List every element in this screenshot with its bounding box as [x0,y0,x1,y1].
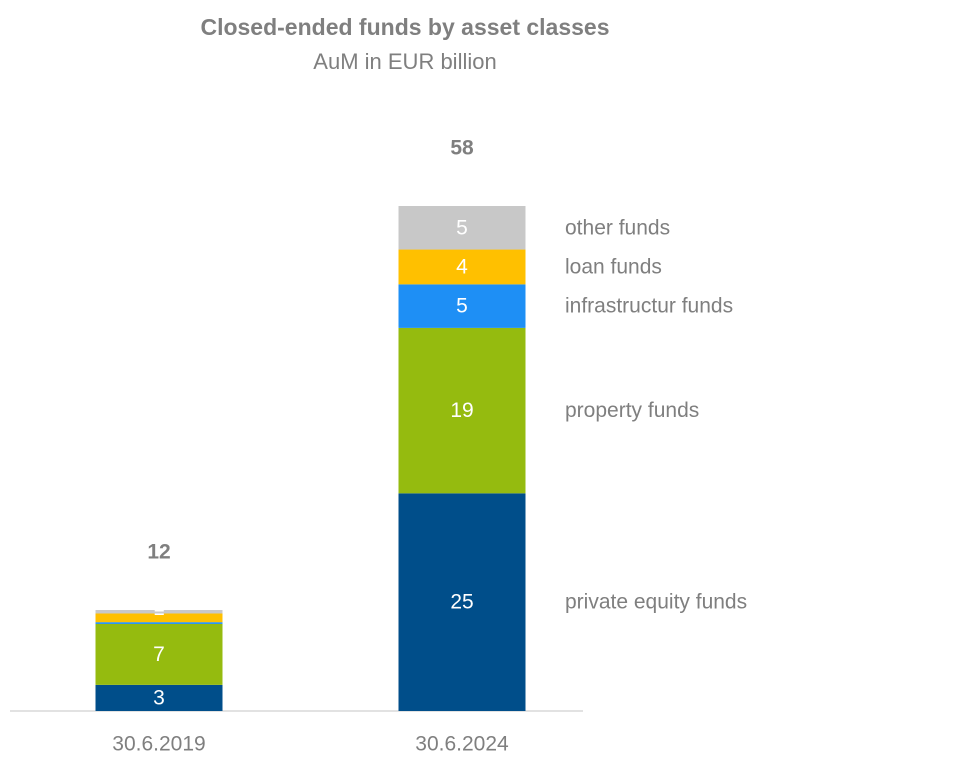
segment-value-label: 25 [450,591,473,614]
bar-segment [398,249,526,285]
bar-segment [95,610,223,614]
total-value-label: 12 [147,541,170,564]
bar-segment [95,622,223,624]
segment-value-label: 5 [456,216,468,239]
segment-value-label: 7 [153,643,165,666]
bar-segment [398,206,526,250]
total-value-label: 58 [450,137,474,160]
bar-segment [95,684,223,711]
legend-item: private equity funds [565,591,747,614]
bar-segment [398,327,526,494]
chart-subtitle: AuM in EUR billion [313,49,497,74]
segment-value-label: 3 [153,686,165,709]
segment-value-label: 1 [153,594,165,617]
legend-item: loan funds [565,255,662,278]
bar-segment [398,284,526,328]
legend-item: other funds [565,216,670,239]
legend-item: property funds [565,399,699,422]
legend: private equity funds property funds infras… [565,216,747,613]
legend-item: infrastructur funds [565,295,733,318]
bar-segment [95,613,223,623]
category-label: 30.6.2019 [112,733,205,756]
chart-title: Closed-ended funds by asset classes [200,14,610,40]
bar-segment [398,493,526,711]
segment-value-label: 4 [456,255,468,278]
category-label: 30.6.2024 [415,733,509,756]
segment-value-label: 5 [456,295,468,318]
segment-value-label: 19 [450,399,473,422]
bar-segment [95,623,223,685]
segment-value-label: 1 [153,597,165,620]
